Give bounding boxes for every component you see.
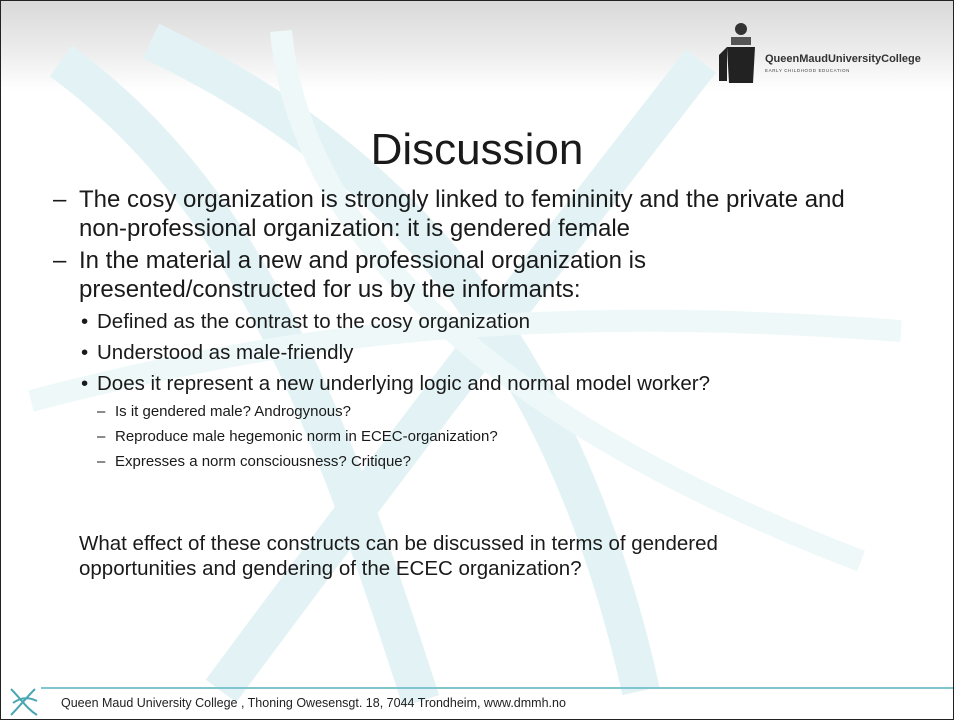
bullet-level-3: Is it gendered male? Androgynous? <box>97 399 879 424</box>
bullet-level-2: Does it represent a new underlying logic… <box>79 368 879 474</box>
bullet-level-2-text: Does it represent a new underlying logic… <box>97 372 710 395</box>
sub-list: Defined as the contrast to the cosy orga… <box>79 306 879 474</box>
footer-line <box>41 687 953 689</box>
bullet-level-3: Expresses a norm consciousness? Critique… <box>97 449 879 474</box>
logo: QueenMaudUniversityCollege EARLY CHILDHO… <box>713 15 953 85</box>
slide-title: Discussion <box>1 125 953 175</box>
logo-name: QueenMaudUniversityCollege <box>765 53 921 65</box>
bullet-level-3-text: Is it gendered male? Androgynous? <box>115 403 351 420</box>
bullet-level-3: Reproduce male hegemonic norm in ECEC-or… <box>97 424 879 449</box>
closing-text: What effect of these constructs can be d… <box>79 531 839 581</box>
bullet-level-2-text: Understood as male-friendly <box>97 341 353 364</box>
footer-logo <box>7 685 41 719</box>
bullet-level-1-text: The cosy organization is strongly linked… <box>79 186 845 242</box>
bullet-level-2: Understood as male-friendly <box>79 337 879 368</box>
bullet-level-1-text: In the material a new and professional o… <box>79 247 646 303</box>
bullet-level-1: In the material a new and professional o… <box>53 246 879 474</box>
bullet-level-2-text: Defined as the contrast to the cosy orga… <box>97 310 530 333</box>
logo-subtitle: EARLY CHILDHOOD EDUCATION <box>765 68 850 73</box>
bullet-list: The cosy organization is strongly linked… <box>53 185 913 477</box>
slide: QueenMaudUniversityCollege EARLY CHILDHO… <box>0 0 954 720</box>
bullet-level-1: The cosy organization is strongly linked… <box>53 185 879 243</box>
bullet-level-3-text: Reproduce male hegemonic norm in ECEC-or… <box>115 428 498 445</box>
sub-list: Is it gendered male? Androgynous? Reprodu… <box>97 399 879 474</box>
footer-text: Queen Maud University College , Thoning … <box>61 696 566 710</box>
logo-icon <box>713 15 763 85</box>
bullet-level-3-text: Expresses a norm consciousness? Critique… <box>115 453 411 470</box>
bullet-level-2: Defined as the contrast to the cosy orga… <box>79 306 879 337</box>
